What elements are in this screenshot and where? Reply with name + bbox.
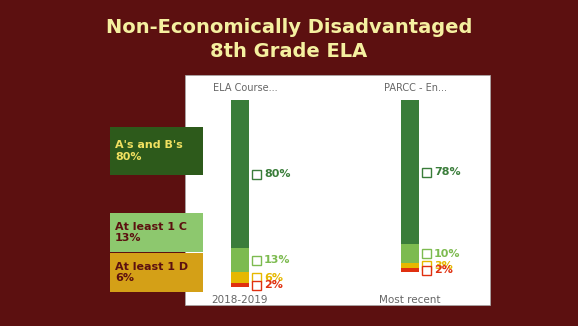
Text: At least 1 D
6%: At least 1 D 6%	[115, 262, 188, 283]
Text: 13%: 13%	[264, 255, 291, 265]
Bar	[252, 170, 261, 179]
Text: 2%: 2%	[264, 280, 283, 290]
Bar	[110, 253, 203, 292]
Text: 10%: 10%	[434, 248, 461, 259]
Bar	[231, 248, 249, 272]
Bar	[231, 272, 249, 283]
Text: 78%: 78%	[434, 167, 461, 177]
Bar	[401, 263, 419, 268]
Bar	[422, 261, 431, 270]
Text: Non-Economically Disadvantaged: Non-Economically Disadvantaged	[106, 18, 472, 37]
Bar	[185, 75, 490, 305]
Text: 6%: 6%	[264, 273, 283, 283]
Bar	[252, 256, 261, 264]
Bar	[401, 100, 419, 244]
Bar	[422, 168, 431, 177]
Text: A's and B's
80%: A's and B's 80%	[115, 140, 183, 162]
Bar	[401, 268, 419, 272]
Bar	[252, 280, 261, 289]
Text: 80%: 80%	[264, 169, 291, 179]
Text: ELA Course...: ELA Course...	[213, 83, 277, 93]
Text: 8th Grade ELA: 8th Grade ELA	[210, 42, 368, 61]
Bar	[401, 244, 419, 263]
Text: PARCC - En...: PARCC - En...	[383, 83, 446, 93]
Bar	[231, 283, 249, 287]
Bar	[252, 273, 261, 282]
Bar	[231, 100, 249, 248]
Bar	[422, 249, 431, 258]
Text: 2018-2019: 2018-2019	[212, 295, 268, 305]
Bar	[110, 213, 203, 252]
Text: At least 1 C
13%: At least 1 C 13%	[115, 222, 187, 243]
Bar	[422, 266, 431, 275]
Bar	[110, 127, 203, 175]
Text: 3%: 3%	[434, 260, 453, 271]
Text: Most recent: Most recent	[379, 295, 441, 305]
Text: 2%: 2%	[434, 265, 453, 275]
